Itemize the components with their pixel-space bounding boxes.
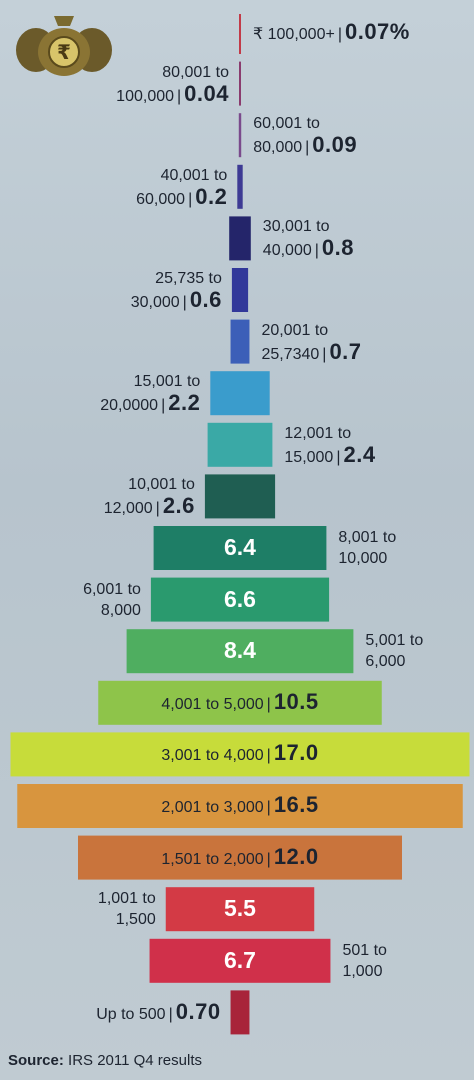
bar-value-label: 0.2 [195,183,228,209]
category-label: 6,001 to 8,000 [83,580,141,619]
bar-value-label: 16.5 [273,792,319,817]
bar-7 [210,371,270,416]
bar-5 [231,268,249,312]
bar-18 [149,938,331,983]
bar-12 [126,629,354,674]
bar-value-label: 10.5 [273,688,319,714]
bar-value-label: 6.7 [224,946,256,973]
category-label: 12,001 to 15,000 | 2.4 [284,424,376,467]
category-label: 20,001 to 25,7340 | 0.7 [261,321,362,364]
bar-value-label: 12.0 [273,843,319,869]
category-label: 10,001 to 12,000 | 2.6 [103,476,195,519]
bar-17 [165,887,315,932]
category-label: ₹ 100,000+ | 0.07% [253,19,410,44]
svg-text:₹: ₹ [57,40,71,64]
bar-value-label: 6.6 [223,585,256,612]
category-label: 60,001 to 80,000 | 0.09 [253,115,358,158]
category-label: 3,001 to 4,000 | 17.0 [161,740,319,766]
bar-6 [230,319,250,364]
bar-value-label: 0.04 [184,80,229,106]
bar-value-label: 0.07% [344,19,410,44]
bar-value-label: 2.4 [343,441,376,467]
bar-1 [239,61,241,106]
bar-4 [229,216,251,261]
bar-2 [238,113,242,158]
category-label: 4,001 to 5,000 | 10.5 [161,688,319,714]
bar-value-label: 5.5 [224,895,256,922]
bar-13 [98,680,382,725]
bar-value-label: 2.2 [168,390,201,416]
bar-9 [204,474,276,519]
rupee-money-bag-icon: ₹ [16,16,112,76]
bar-value-label: 0.09 [312,132,358,158]
bar-0 [239,14,241,54]
category-label: 15,001 to 20,0000 | 2.2 [100,373,201,416]
bar-19 [230,990,250,1035]
bar-value-label: 8.4 [224,637,256,664]
bar-11 [150,577,330,622]
category-label: 5,001 to 6,000 [365,632,424,671]
bar-8 [207,422,273,467]
bar-10 [153,526,327,570]
category-label: Up to 500 | 0.70 [96,999,221,1025]
bar-16 [78,835,402,880]
bar-value-label: 0.7 [329,338,362,364]
bar-value-label: 6.4 [224,534,256,560]
bar-3 [237,164,243,209]
category-label: 40,001 to 60,000 | 0.2 [136,166,228,209]
source-label: Source: [8,1052,64,1069]
source-text: IRS 2011 Q4 results [68,1052,202,1069]
category-label: 1,501 to 2,000 | 12.0 [161,843,319,869]
source-note: Source: IRS 2011 Q4 results [8,1052,202,1069]
category-label: 30,001 to 40,000 | 0.8 [262,218,354,261]
category-label: 80,001 to 100,000 | 0.04 [116,63,229,106]
category-label: 25,735 to 30,000 | 0.6 [130,270,222,312]
bar-15 [17,784,463,828]
bar-value-label: 17.0 [273,740,319,766]
bar-value-label: 0.6 [189,287,222,312]
category-label: 8,001 to 10,000 [338,529,397,567]
category-label: 501 to 1,000 [342,941,387,980]
bar-14 [10,732,470,777]
category-label: 2,001 to 3,000 | 16.5 [161,792,319,817]
bar-value-label: 0.8 [321,235,354,261]
category-label: 1,001 to 1,500 [97,890,156,929]
bar-value-label: 2.6 [162,493,195,519]
bar-value-label: 0.70 [175,999,221,1025]
